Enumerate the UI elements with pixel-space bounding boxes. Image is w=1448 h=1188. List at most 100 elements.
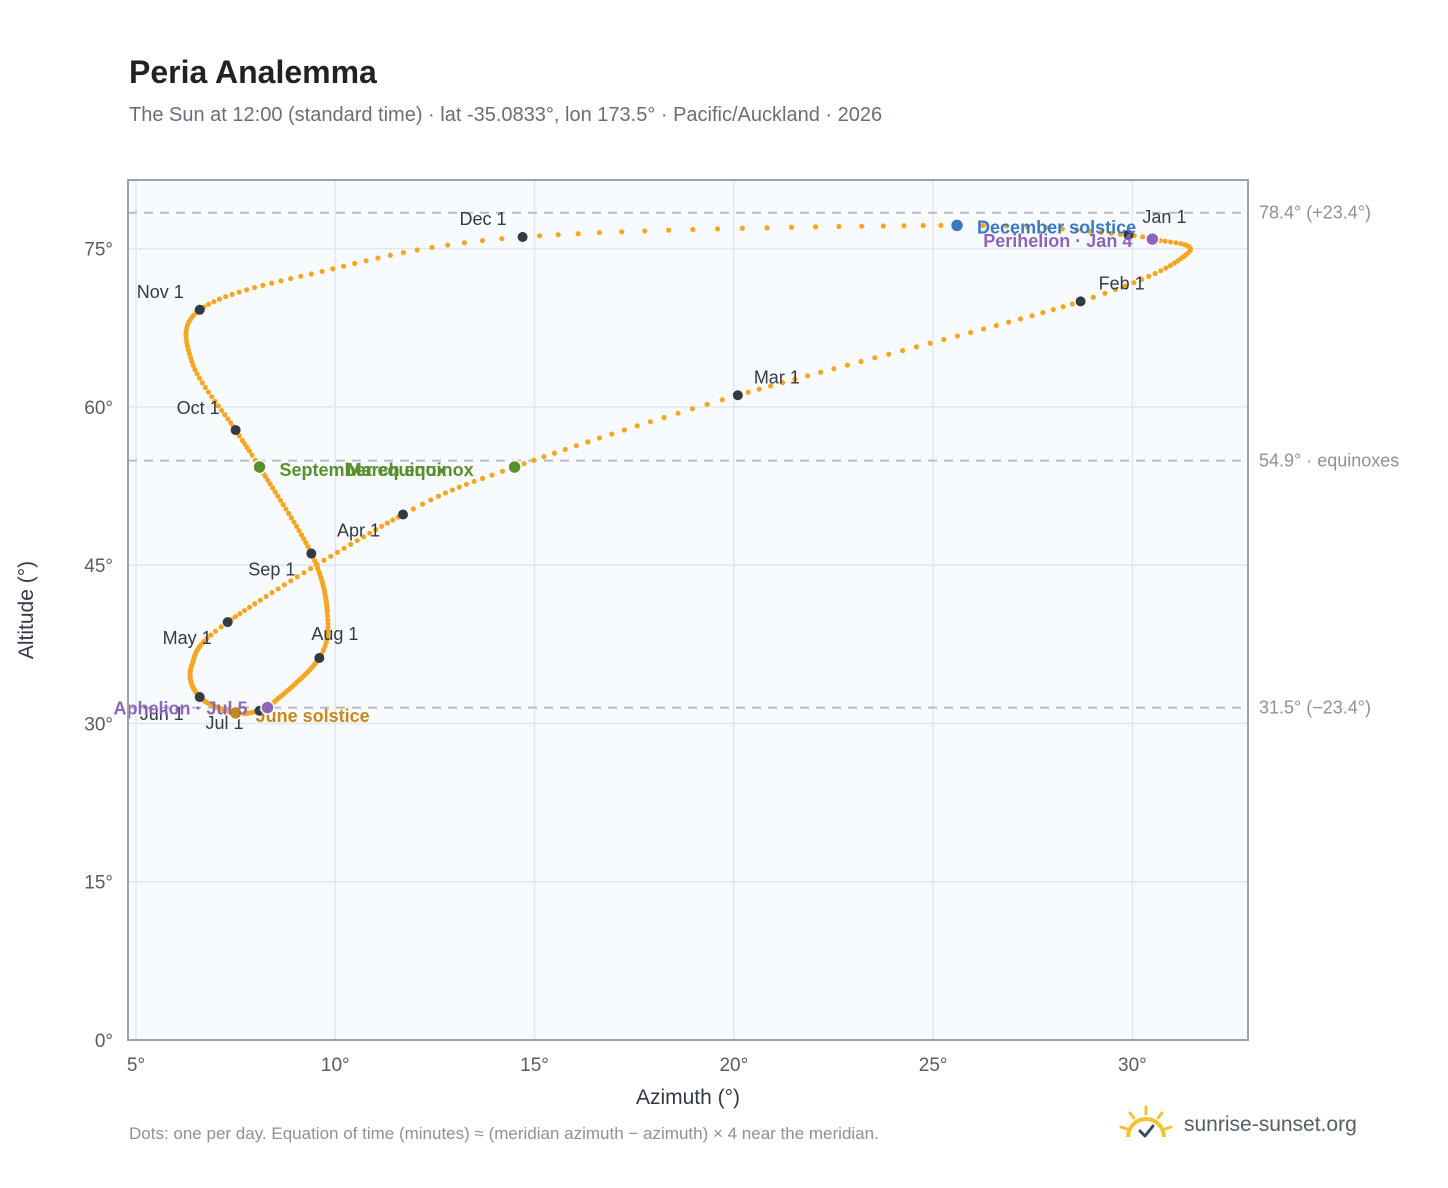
month-label: Nov 1 xyxy=(137,282,184,302)
daily-dot xyxy=(237,611,243,617)
daily-dot xyxy=(251,284,258,291)
month-label: Oct 1 xyxy=(177,398,220,418)
daily-dot xyxy=(647,419,654,425)
daily-dot xyxy=(283,506,289,512)
daily-dot xyxy=(294,574,300,580)
daily-dot xyxy=(260,282,266,288)
daily-dot xyxy=(341,545,347,551)
daily-dot xyxy=(1167,239,1174,245)
daily-dot xyxy=(442,490,449,496)
daily-dot xyxy=(1040,309,1046,316)
month-label: Mar 1 xyxy=(754,367,800,387)
daily-dot xyxy=(293,523,300,530)
month-marker xyxy=(1123,229,1134,240)
daily-dot xyxy=(211,299,217,305)
daily-dot xyxy=(831,366,837,372)
daily-dot xyxy=(328,553,334,559)
daily-dot xyxy=(225,416,231,422)
daily-dot xyxy=(263,593,269,600)
daily-dot xyxy=(244,287,250,293)
daily-dot xyxy=(521,461,527,467)
x-tick-label: 20° xyxy=(719,1055,748,1076)
daily-dot xyxy=(597,435,603,441)
daily-dot xyxy=(675,410,681,416)
daily-dot xyxy=(280,502,286,508)
daily-dot xyxy=(267,481,273,487)
y-tick-label: 60° xyxy=(84,398,113,419)
x-tick-label: 5° xyxy=(127,1055,145,1076)
x-tick-label: 30° xyxy=(1118,1055,1147,1076)
daily-dot xyxy=(288,276,294,282)
daily-dot xyxy=(745,389,751,395)
daily-dot xyxy=(1024,224,1030,230)
daily-dot xyxy=(242,441,248,447)
daily-dot xyxy=(435,493,442,499)
event-label: Aphelion · Jul 5 xyxy=(113,699,247,719)
daily-dot xyxy=(768,383,774,389)
daily-dot xyxy=(206,301,212,307)
month-label: Apr 1 xyxy=(337,521,380,541)
daily-dot xyxy=(194,371,200,377)
daily-dot xyxy=(463,481,470,487)
daily-dot xyxy=(573,443,579,449)
daily-dot xyxy=(1171,260,1177,266)
daily-dot xyxy=(575,231,581,237)
daily-dot xyxy=(269,590,275,596)
daily-dot xyxy=(788,224,795,230)
daily-dot xyxy=(325,613,331,619)
daily-dot xyxy=(968,329,974,336)
daily-dot xyxy=(1087,228,1093,234)
daily-dot xyxy=(212,628,219,634)
daily-dot xyxy=(536,233,543,239)
daily-dot xyxy=(1102,290,1108,296)
daily-dot xyxy=(461,240,468,246)
month-label: May 1 xyxy=(163,628,212,648)
month-marker xyxy=(222,617,233,628)
daily-dot xyxy=(341,263,347,269)
month-marker xyxy=(230,425,241,436)
daily-dot xyxy=(319,268,325,275)
daily-dot xyxy=(410,506,416,512)
daily-dot xyxy=(219,407,225,414)
daily-dot xyxy=(1074,227,1080,233)
daily-dot xyxy=(269,280,275,286)
daily-dot xyxy=(390,517,396,523)
daily-dot xyxy=(689,406,696,412)
daily-dot xyxy=(714,226,721,232)
daily-dot xyxy=(981,326,987,332)
daily-dot xyxy=(1178,241,1184,247)
y-tick-label: 30° xyxy=(84,714,113,735)
event-label: September equinox xyxy=(280,460,447,480)
daily-dot xyxy=(367,530,373,536)
daily-dot xyxy=(562,446,568,453)
daily-dot xyxy=(196,375,203,381)
daily-dot xyxy=(1017,316,1024,322)
daily-dot xyxy=(927,340,933,346)
daily-dot xyxy=(634,423,640,429)
daily-dot xyxy=(222,294,229,300)
daily-dot xyxy=(228,420,234,426)
daily-dot xyxy=(609,431,615,437)
daily-dot xyxy=(1006,319,1012,325)
daily-dot xyxy=(419,501,426,507)
daily-dot xyxy=(993,322,999,329)
plot-frame xyxy=(127,179,1249,1041)
daily-dot xyxy=(199,380,205,386)
month-label: Dec 1 xyxy=(460,209,507,229)
daily-dot xyxy=(360,534,367,540)
month-marker xyxy=(306,548,317,559)
event-marker xyxy=(1145,231,1160,247)
event-label: June solstice xyxy=(256,706,370,726)
daily-dot xyxy=(373,527,379,533)
reference-line-label: 54.9° · equinoxes xyxy=(1259,451,1399,471)
brand[interactable]: sunrise-sunset.org xyxy=(1118,1100,1357,1150)
daily-dot xyxy=(363,258,369,264)
reference-line-label: 78.4° (+23.4°) xyxy=(1259,203,1371,223)
daily-dot xyxy=(291,519,297,525)
daily-dot xyxy=(445,242,451,248)
daily-dot xyxy=(202,384,208,390)
daily-dot xyxy=(1029,313,1035,319)
daily-dot xyxy=(330,266,336,272)
daily-dot xyxy=(1050,306,1056,313)
